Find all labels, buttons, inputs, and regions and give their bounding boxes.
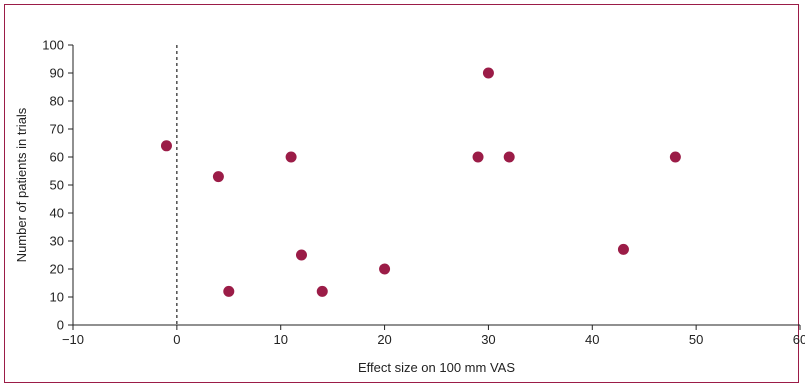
x-axis: −10 0 10 20 30 40 50 60 <box>62 324 805 347</box>
data-point <box>316 285 328 297</box>
y-axis-title: Number of patients in trials <box>14 107 29 262</box>
y-tick-label: 40 <box>50 206 64 221</box>
y-tick-label: 10 <box>50 290 64 305</box>
y-tick-label: 90 <box>50 66 64 81</box>
y-tick-label: 80 <box>50 94 64 109</box>
chart-frame <box>4 4 799 383</box>
data-point <box>503 151 515 163</box>
x-tick-label: 10 <box>273 332 287 347</box>
data-point <box>223 285 235 297</box>
y-tick-label: 70 <box>50 122 64 137</box>
x-axis-title: Effect size on 100 mm VAS <box>358 360 515 375</box>
y-tick-label: 50 <box>50 178 64 193</box>
x-tick-label: −10 <box>62 332 84 347</box>
x-tick-label: 20 <box>377 332 391 347</box>
x-tick-label: 0 <box>173 332 180 347</box>
y-tick-label: 100 <box>42 38 64 53</box>
y-tick-label: 20 <box>50 262 64 277</box>
data-point <box>472 151 484 163</box>
data-point <box>379 263 391 275</box>
x-tick-label: 40 <box>585 332 599 347</box>
x-tick-label: 30 <box>481 332 495 347</box>
x-tick-label: 50 <box>689 332 703 347</box>
x-tick-label: 60 <box>793 332 805 347</box>
data-point <box>160 140 172 152</box>
data-point <box>482 67 494 79</box>
data-point <box>617 243 629 255</box>
y-tick-label: 0 <box>57 318 64 333</box>
data-points <box>160 67 681 297</box>
y-tick-label: 30 <box>50 234 64 249</box>
y-axis: 0 10 20 30 40 50 60 70 80 90 100 <box>42 38 74 333</box>
y-tick-label: 60 <box>50 150 64 165</box>
data-point <box>285 151 297 163</box>
data-point <box>295 249 307 261</box>
data-point <box>212 171 224 183</box>
data-point <box>669 151 681 163</box>
